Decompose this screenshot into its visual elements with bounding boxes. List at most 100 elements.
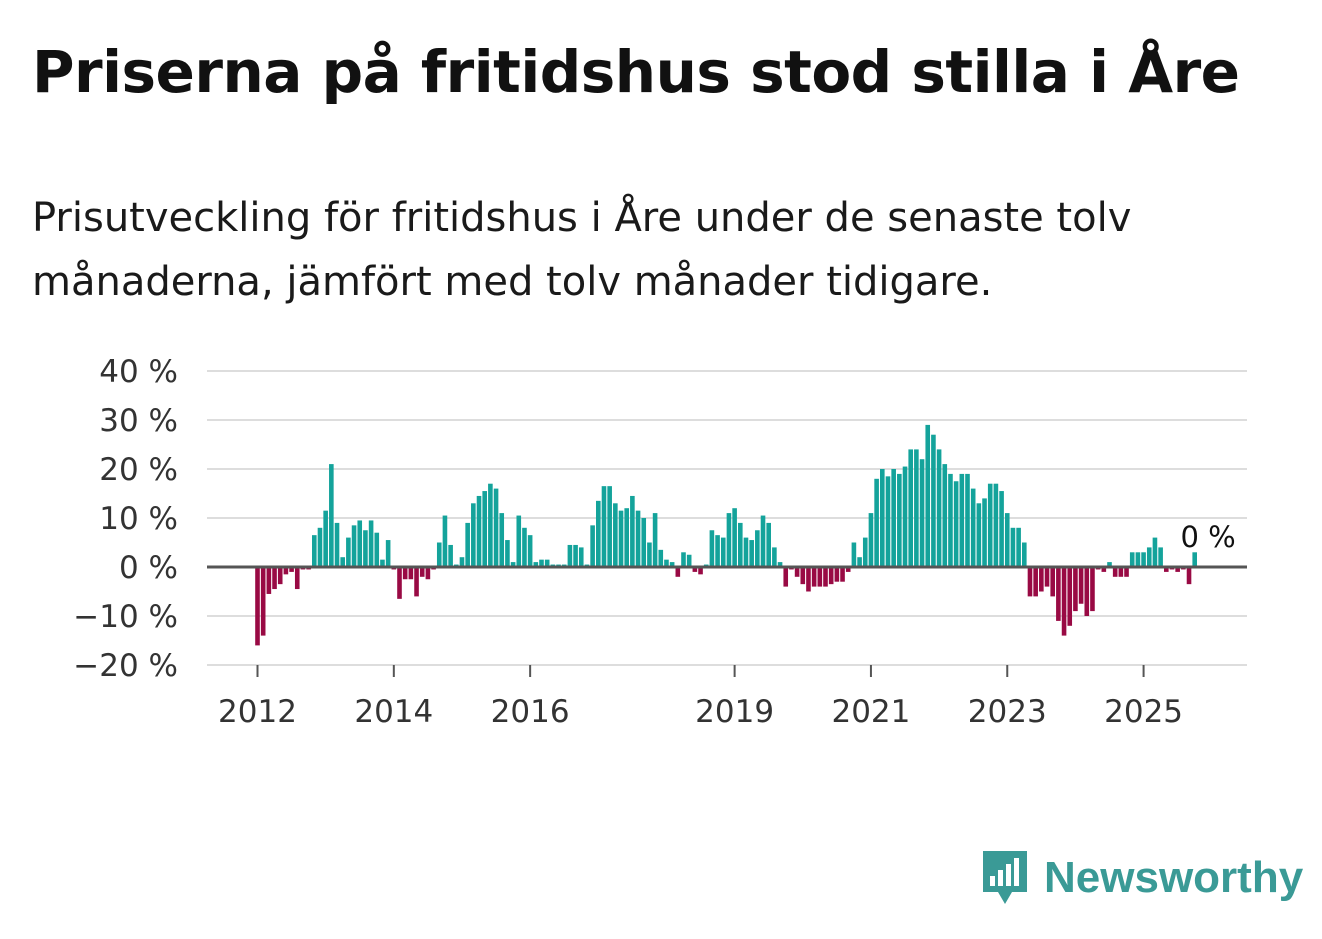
bar xyxy=(493,488,499,567)
bar xyxy=(340,557,345,567)
bar xyxy=(1124,567,1129,577)
bar xyxy=(590,525,595,567)
bar xyxy=(488,483,493,567)
bar xyxy=(970,488,976,567)
bar xyxy=(607,486,612,567)
chart-subtitle: Prisutveckling för fritidshus i Åre unde… xyxy=(32,195,1132,305)
bar xyxy=(1112,567,1118,577)
bar xyxy=(539,559,544,567)
bar xyxy=(783,567,789,587)
bar xyxy=(357,520,363,567)
y-tick-label: 0 % xyxy=(119,550,178,586)
bar xyxy=(294,567,300,590)
bar xyxy=(374,532,380,567)
x-tick-label: 2012 xyxy=(218,694,297,730)
bar xyxy=(709,530,715,567)
bar xyxy=(476,495,482,567)
bar xyxy=(1067,567,1073,626)
bar xyxy=(874,478,879,567)
bar xyxy=(573,544,578,567)
bar xyxy=(738,522,743,567)
bar xyxy=(544,559,550,567)
y-tick-label: 10 % xyxy=(99,501,178,537)
bar xyxy=(1084,567,1090,616)
bar xyxy=(624,508,629,567)
bar xyxy=(1141,552,1146,567)
bar xyxy=(1027,567,1033,597)
bar xyxy=(811,567,817,587)
x-tick-label: 2021 xyxy=(831,694,910,730)
bar xyxy=(942,464,948,567)
bar xyxy=(686,554,692,567)
bar xyxy=(323,510,328,567)
bar xyxy=(1010,527,1016,567)
bar xyxy=(272,567,277,590)
bar xyxy=(1175,567,1180,572)
bar xyxy=(868,513,874,567)
bar xyxy=(363,530,368,567)
bar xyxy=(419,567,425,577)
bar xyxy=(1078,567,1084,604)
bar xyxy=(351,525,357,567)
bar xyxy=(1164,567,1169,572)
bars xyxy=(255,424,1197,646)
bar xyxy=(527,535,533,567)
bar xyxy=(533,562,539,567)
bar xyxy=(1192,552,1197,567)
bar xyxy=(851,542,857,567)
bar xyxy=(914,449,919,567)
bar xyxy=(329,464,334,567)
bar xyxy=(465,522,470,567)
bar xyxy=(408,567,414,580)
bar xyxy=(936,449,942,567)
brand-logo: Newsworthy xyxy=(980,848,1303,908)
bar xyxy=(794,567,800,577)
bar xyxy=(635,510,641,567)
bar xyxy=(919,459,925,567)
bar xyxy=(499,513,505,567)
bar xyxy=(1016,527,1021,567)
bar xyxy=(414,567,419,597)
bar xyxy=(1061,567,1067,636)
bar xyxy=(698,567,703,575)
bar xyxy=(743,537,749,567)
bar xyxy=(880,469,885,567)
bar xyxy=(641,518,647,567)
bar xyxy=(840,567,845,582)
bar xyxy=(982,498,987,567)
bar xyxy=(255,567,260,646)
bar xyxy=(1118,567,1124,577)
bar xyxy=(777,562,783,567)
bar xyxy=(596,500,601,567)
bar xyxy=(436,542,442,567)
bar xyxy=(618,510,624,567)
bar xyxy=(834,567,840,582)
bar xyxy=(845,567,851,572)
bar xyxy=(334,522,340,567)
bar xyxy=(755,530,760,567)
bar xyxy=(260,567,266,636)
bar xyxy=(448,544,453,567)
bar xyxy=(885,476,891,567)
bar xyxy=(482,491,487,567)
bar xyxy=(471,503,476,567)
bar xyxy=(857,557,862,567)
y-tick-label: 40 % xyxy=(99,354,178,390)
bar xyxy=(1129,552,1135,567)
bar xyxy=(647,542,652,567)
bar xyxy=(817,567,823,587)
bar xyxy=(726,513,732,567)
bar xyxy=(681,552,686,567)
bar xyxy=(630,495,635,567)
bar xyxy=(1022,542,1027,567)
bar xyxy=(380,559,385,567)
last-value-label: 0 % xyxy=(1180,520,1235,554)
bar xyxy=(510,562,516,567)
bar xyxy=(1135,552,1141,567)
bar xyxy=(669,562,675,567)
bar xyxy=(442,515,448,567)
bar xyxy=(897,473,902,567)
y-tick-label: −10 % xyxy=(73,599,178,635)
bar xyxy=(993,483,999,567)
bar xyxy=(987,483,993,567)
